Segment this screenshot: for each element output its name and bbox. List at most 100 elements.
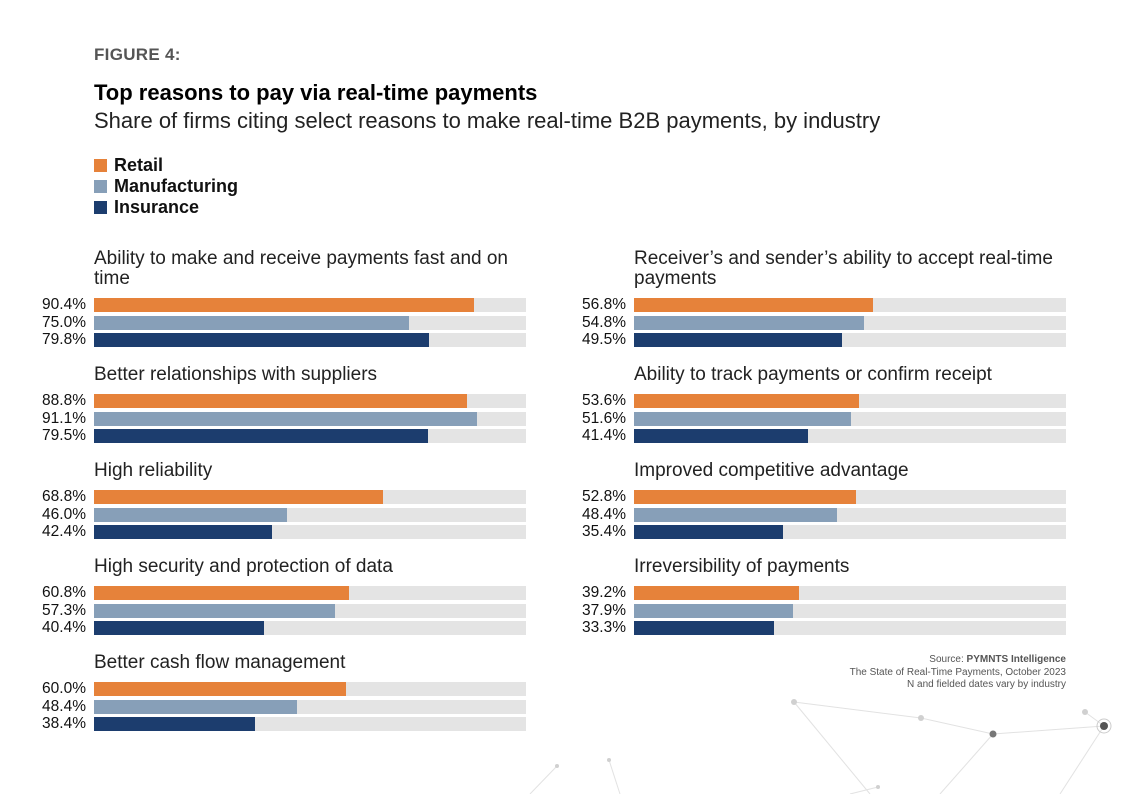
- data-label: 48.4%: [42, 697, 86, 715]
- category-label: Better cash flow management: [94, 652, 346, 673]
- legend: Retail Manufacturing Insurance: [94, 155, 238, 218]
- bar-insurance: [94, 717, 256, 731]
- data-label: 54.8%: [582, 313, 626, 331]
- data-label: 42.4%: [42, 523, 86, 540]
- bar-row: 54.8%: [582, 314, 1066, 331]
- bar-group: Ability to make and receive payments fas…: [42, 248, 526, 348]
- source-prefix: Source:: [929, 654, 967, 665]
- bar-row: 48.4%: [42, 698, 526, 715]
- data-label: 40.4%: [42, 619, 86, 636]
- bar-retail: [634, 490, 856, 504]
- bar-group: Irreversibility of payments 39.2% 37.9% 33.…: [582, 557, 1066, 636]
- bar-row: 53.6%: [582, 392, 1066, 409]
- bar-group: Receiver’s and sender’s ability to accep…: [582, 248, 1066, 348]
- legend-item-retail: Retail: [94, 155, 238, 176]
- legend-label: Manufacturing: [114, 176, 238, 196]
- bar-row: 52.8%: [582, 488, 1066, 505]
- data-label: 48.4%: [582, 505, 626, 523]
- bar-group: Better relationships with suppliers 88.8%…: [42, 364, 526, 444]
- data-label: 37.9%: [582, 601, 626, 619]
- bar-manufacturing: [94, 699, 298, 714]
- bar-manufacturing: [634, 315, 865, 330]
- data-label: 68.8%: [42, 488, 86, 505]
- right-column: Receiver’s and sender’s ability to accep…: [582, 248, 1066, 653]
- bar-row: 60.8%: [42, 584, 526, 601]
- data-label: 57.3%: [42, 601, 86, 619]
- data-label: 46.0%: [42, 505, 86, 523]
- category-label: Receiver’s and sender’s ability to accep…: [634, 248, 1053, 289]
- chart-title: Top reasons to pay via real-time payment…: [94, 80, 538, 105]
- bar-row: 41.4%: [582, 427, 1066, 444]
- insurance-swatch: [94, 201, 107, 214]
- data-label: 90.4%: [42, 296, 86, 313]
- data-label: 60.0%: [42, 680, 86, 697]
- bar-row: 88.8%: [42, 392, 526, 409]
- category-label: Ability to make and receive payments fas…: [94, 248, 509, 289]
- source-note: Source: PYMNTS Intelligence The State of…: [850, 654, 1066, 692]
- bar-row: 51.6%: [582, 410, 1066, 427]
- bar-row: 35.4%: [582, 523, 1066, 540]
- data-label: 33.3%: [582, 619, 626, 636]
- data-label: 39.2%: [582, 584, 626, 601]
- bar-row: 42.4%: [42, 523, 526, 540]
- category-label: Better relationships with suppliers: [94, 364, 378, 385]
- bar-insurance: [634, 429, 808, 443]
- bar-row: 68.8%: [42, 488, 526, 505]
- bar-retail: [94, 586, 350, 600]
- data-label: 52.8%: [582, 488, 626, 505]
- data-label: 79.5%: [42, 427, 86, 444]
- bar-row: 57.3%: [42, 602, 526, 619]
- bar-retail: [94, 490, 383, 504]
- bar-insurance: [94, 525, 273, 539]
- source-org: PYMNTS Intelligence: [966, 654, 1066, 665]
- category-label: Improved competitive advantage: [634, 460, 909, 481]
- bar-retail: [94, 298, 474, 312]
- left-column: Ability to make and receive payments fas…: [42, 248, 526, 749]
- bar-manufacturing: [634, 411, 851, 426]
- legend-item-manufacturing: Manufacturing: [94, 176, 238, 197]
- bar-row: 56.8%: [582, 296, 1066, 313]
- bar-insurance: [94, 429, 428, 443]
- bar-row: 46.0%: [42, 506, 526, 523]
- bar-group: Improved competitive advantage 52.8% 48.4%…: [582, 460, 1066, 540]
- source-report: The State of Real-Time Payments, October…: [849, 666, 1066, 678]
- bar-manufacturing: [94, 411, 477, 426]
- bar-row: 91.1%: [42, 410, 526, 427]
- bar-row: 48.4%: [582, 506, 1066, 523]
- legend-item-insurance: Insurance: [94, 197, 238, 218]
- bar-row: 37.9%: [582, 602, 1066, 619]
- source-sample-note: N and fielded dates vary by industry: [907, 679, 1066, 690]
- bar-manufacturing: [634, 507, 838, 522]
- data-label: 56.8%: [582, 296, 626, 313]
- manufacturing-swatch: [94, 180, 107, 193]
- bar-insurance: [94, 333, 430, 347]
- data-label: 35.4%: [582, 523, 626, 540]
- bar-retail: [94, 394, 467, 408]
- bar-retail: [634, 394, 860, 408]
- bar-row: 33.3%: [582, 619, 1066, 636]
- bar-row: 75.0%: [42, 314, 526, 331]
- bar-manufacturing: [94, 603, 335, 618]
- category-label: High reliability: [94, 460, 213, 481]
- bar-group: Better cash flow management 60.0% 48.4% 38.…: [42, 652, 526, 732]
- data-label: 49.5%: [582, 331, 626, 348]
- bar-row: 90.4%: [42, 296, 526, 313]
- bar-insurance: [634, 333, 842, 347]
- data-label: 53.6%: [582, 392, 626, 409]
- data-label: 38.4%: [42, 715, 86, 732]
- data-label: 51.6%: [582, 409, 626, 427]
- data-label: 41.4%: [582, 427, 626, 444]
- bar-retail: [94, 682, 346, 696]
- bar-row: 49.5%: [582, 331, 1066, 348]
- data-label: 79.8%: [42, 331, 86, 348]
- bar-group: High reliability 68.8% 46.0% 42.4%: [42, 460, 526, 540]
- bar-retail: [634, 586, 799, 600]
- bar-retail: [634, 298, 873, 312]
- bar-row: 60.0%: [42, 680, 526, 697]
- bar-insurance: [94, 621, 264, 635]
- data-label: 75.0%: [42, 313, 86, 331]
- bar-row: 40.4%: [42, 619, 526, 636]
- bar-row: 79.8%: [42, 331, 526, 348]
